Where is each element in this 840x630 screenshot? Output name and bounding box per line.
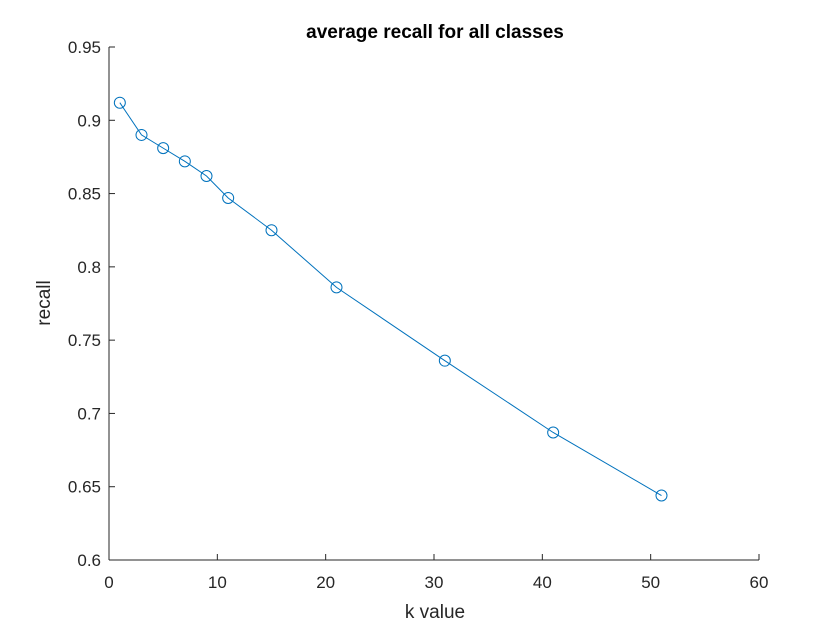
- chart-title: average recall for all classes: [306, 22, 564, 43]
- data-point-marker: [265, 224, 278, 237]
- y-tick-label: 0.9: [77, 111, 101, 130]
- data-point-marker: [178, 155, 191, 168]
- y-tick-label: 0.85: [68, 185, 101, 204]
- y-tick-label: 0.75: [68, 331, 101, 350]
- data-point-marker: [222, 191, 235, 204]
- series-line: [119, 102, 662, 496]
- x-tick-label: 10: [208, 573, 227, 592]
- y-tick-label: 0.65: [68, 478, 101, 497]
- x-tick-label: 20: [316, 573, 335, 592]
- y-tick-label: 0.7: [77, 404, 101, 423]
- x-tick-label: 60: [750, 573, 769, 592]
- y-tick-label: 0.6: [77, 551, 101, 570]
- x-axis-label: k value: [405, 602, 465, 623]
- y-axis-label: recall: [34, 280, 55, 325]
- x-tick-label: 40: [533, 573, 552, 592]
- x-tick-label: 0: [104, 573, 113, 592]
- x-tick-label: 50: [641, 573, 660, 592]
- data-point-marker: [135, 128, 148, 141]
- data-point-marker: [330, 281, 343, 294]
- data-point-marker: [113, 96, 126, 109]
- data-point-marker: [157, 142, 170, 155]
- y-tick-label: 0.8: [77, 258, 101, 277]
- data-point-marker: [547, 426, 560, 439]
- data-point-marker: [655, 489, 668, 502]
- axes: 0 10 20 30 40 50 60 0.6 0.65 0.7 0.75 0.8 0.85 0.9 0.9…: [68, 38, 769, 592]
- data-series: [113, 96, 668, 502]
- data-point-marker: [200, 169, 213, 182]
- data-point-marker: [438, 354, 451, 367]
- y-tick-label: 0.95: [68, 38, 101, 57]
- x-tick-label: 30: [425, 573, 444, 592]
